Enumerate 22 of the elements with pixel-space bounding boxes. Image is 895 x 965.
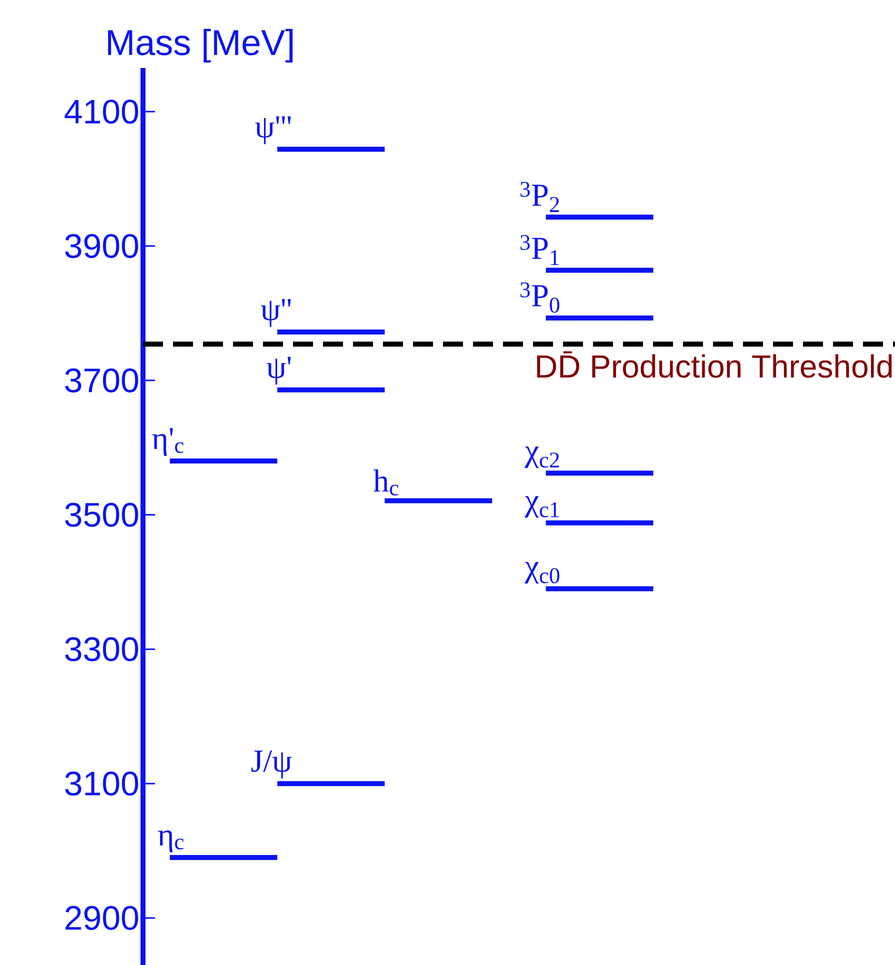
series-label: η'$_{c}$ [152,428,184,456]
series-label: η$_{c}$ [158,830,184,852]
series-label: ψ' [266,356,291,385]
series-label: χ$_{c0}$ [524,562,560,584]
y-tick-label: 3100 [65,772,138,796]
series-label: ψ''' [255,116,291,144]
series-label: J/ψ [251,750,292,778]
series-label: χ$_{c1}$ [524,496,559,518]
y-tick-label: 3500 [65,502,138,527]
series-label: χ$_{c2}$ [524,446,559,468]
y-tick-label: 3300 [65,637,138,662]
series-label: ψ'' [260,299,291,327]
y-axis-title: Mass [MeV] [108,28,293,62]
series-label: $^{3}$P$_{1}$ [520,234,559,266]
series-label: $^{3}$P$_{2}$ [520,182,559,212]
y-tick-label: 3700 [65,368,138,392]
y-tick-label: 4100 [64,100,138,124]
series-label: h$_{c}$ [373,469,398,496]
y-tick-label: 2900 [66,906,138,930]
y-tick-label: 3900 [65,234,138,258]
series-label: $^{3}$P$_{0}$ [520,282,560,313]
ref-line-label: DD̄ Production Threshold [537,351,892,378]
